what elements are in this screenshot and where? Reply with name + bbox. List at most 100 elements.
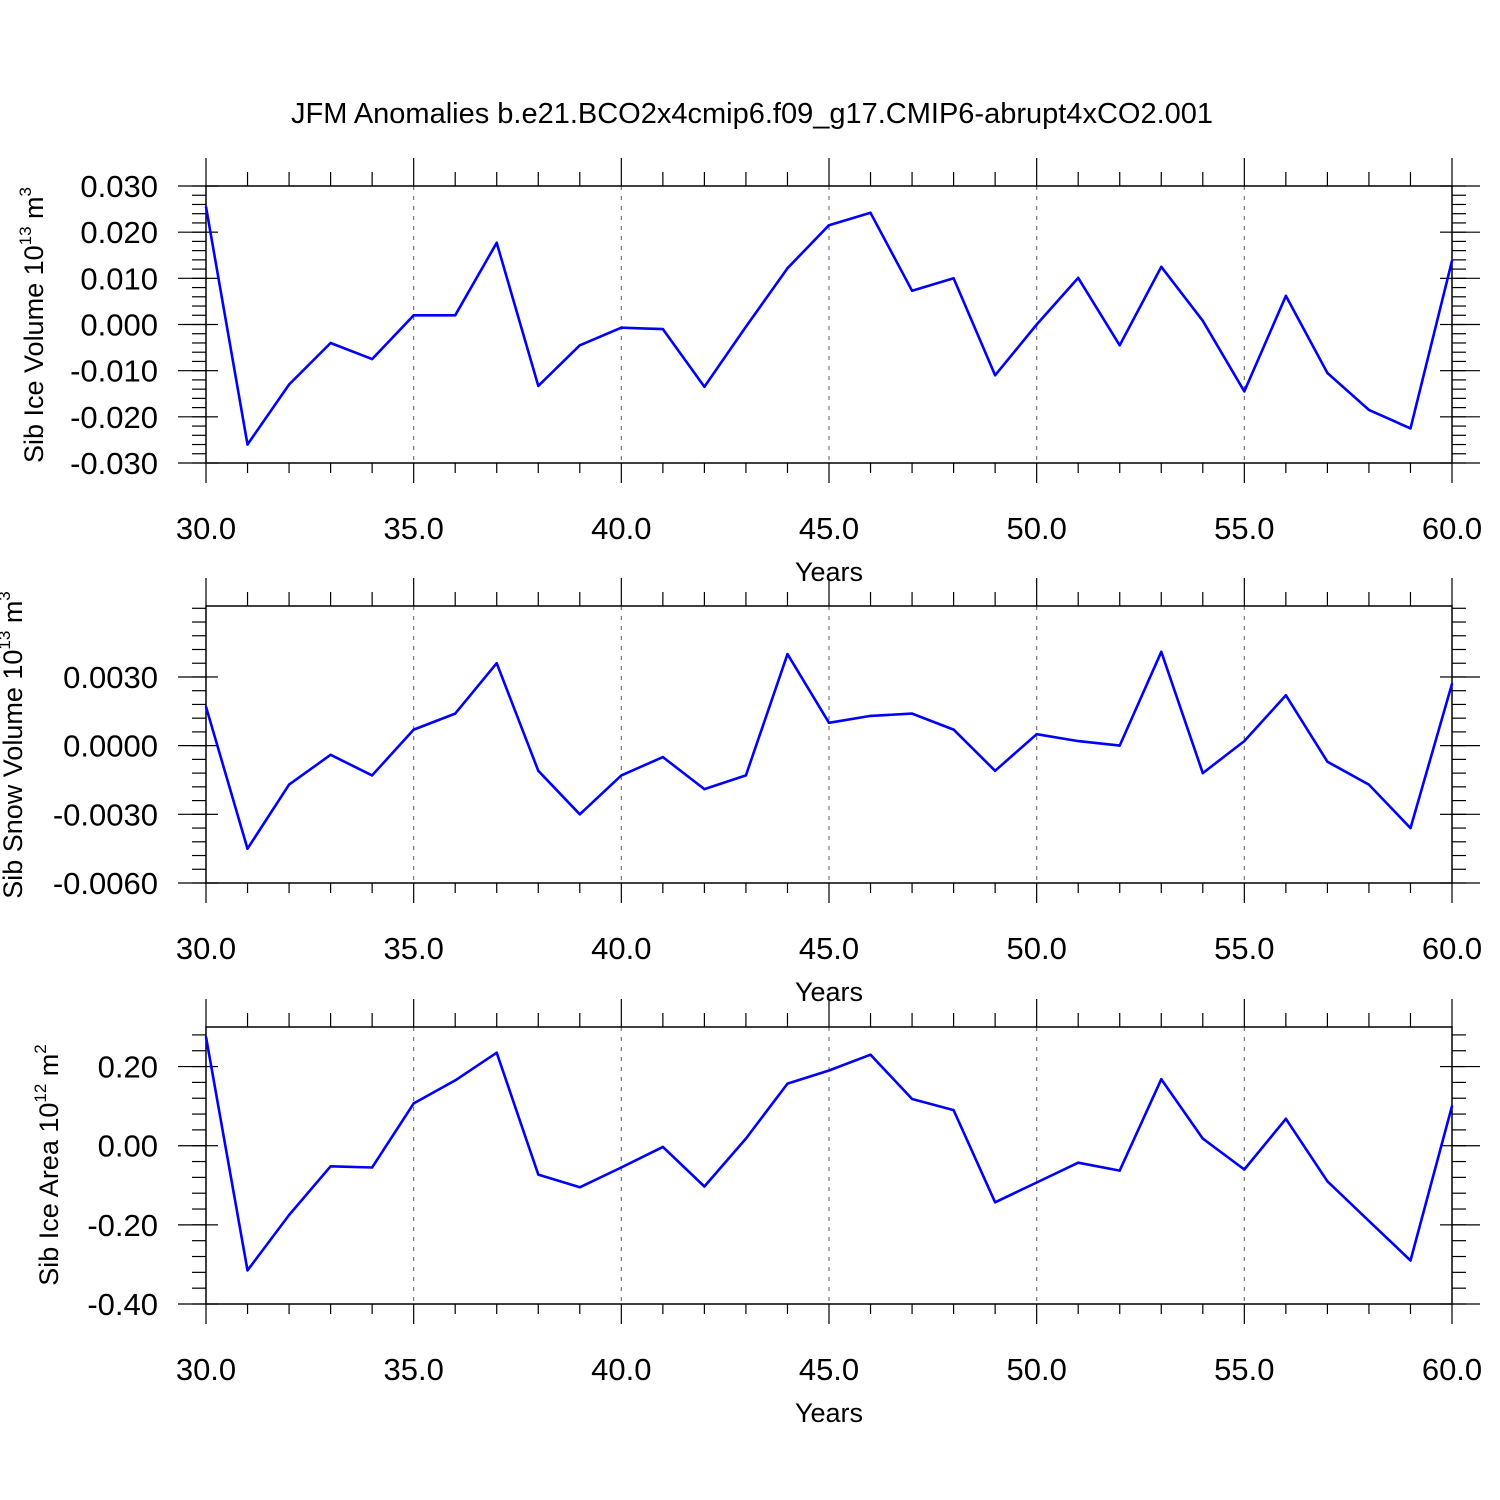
data-point: [786, 652, 789, 656]
data-point: [287, 1213, 291, 1217]
data-point: [412, 728, 415, 731]
x-tick-label: 60.0: [1422, 511, 1482, 546]
x-tick-label: 50.0: [1006, 1352, 1066, 1387]
data-point: [952, 1108, 955, 1112]
data-point: [1160, 650, 1163, 653]
data-point: [869, 1053, 872, 1056]
x-tick-label: 40.0: [591, 511, 651, 546]
data-point: [744, 774, 748, 777]
x-tick-label: 50.0: [1006, 931, 1066, 966]
y-axis-label-exponent: 13: [16, 226, 35, 245]
y-axis-label: Sib Ice Area 1012 m2: [31, 1044, 64, 1286]
y-axis-label-exponent: 12: [31, 1084, 50, 1103]
x-tick-label: 30.0: [176, 1352, 236, 1387]
y-tick-label: -0.0030: [53, 797, 158, 832]
data-point: [620, 326, 623, 329]
data-point: [1367, 1219, 1371, 1223]
x-tick-label: 55.0: [1214, 511, 1274, 546]
data-point: [1243, 739, 1246, 743]
data-point: [1160, 1078, 1163, 1081]
x-tick-label: 35.0: [383, 511, 443, 546]
data-point: [744, 1137, 748, 1140]
data-point: [910, 289, 914, 292]
data-point: [661, 1145, 665, 1149]
data-point: [786, 1082, 789, 1085]
data-point: [620, 774, 623, 777]
y-tick-label: -0.010: [70, 354, 158, 389]
data-point: [287, 383, 291, 386]
data-point: [495, 1051, 498, 1054]
x-tick-label: 45.0: [799, 931, 859, 966]
data-point: [1367, 783, 1371, 786]
data-point: [952, 728, 955, 731]
data-point: [1035, 323, 1038, 326]
data-point: [537, 769, 540, 773]
y-tick-label: -0.020: [70, 400, 158, 435]
y-tick-label: 0.0000: [63, 729, 158, 764]
data-point: [1243, 390, 1246, 393]
data-point: [1077, 739, 1080, 743]
data-point: [1450, 259, 1454, 262]
data-point: [370, 774, 374, 777]
data-point: [1367, 408, 1371, 412]
y-tick-label: 0.010: [80, 261, 158, 296]
y-axis-label: Sib Ice Volume 1013 m3: [16, 187, 49, 463]
y-axis-label-unit-exponent: 2: [31, 1044, 50, 1053]
y-tick-label: -0.20: [87, 1208, 158, 1243]
data-point: [993, 374, 997, 377]
data-point: [495, 241, 498, 244]
data-point: [454, 1079, 457, 1082]
data-point: [1284, 694, 1288, 697]
y-tick-label: 0.030: [80, 169, 158, 204]
data-point: [827, 721, 831, 724]
y-tick-label: 0.0030: [63, 660, 158, 695]
x-tick-label: 35.0: [383, 931, 443, 966]
data-point: [869, 714, 872, 718]
data-point: [1118, 344, 1121, 347]
data-point: [204, 205, 208, 208]
x-tick-label: 55.0: [1214, 931, 1274, 966]
data-point: [1160, 265, 1163, 268]
data-point: [661, 327, 665, 331]
data-point: [1326, 1180, 1329, 1183]
y-axis-label-exponent: 13: [0, 631, 14, 650]
data-point: [827, 1069, 831, 1072]
y-axis-label-unit: m: [19, 196, 49, 226]
data-point: [412, 314, 415, 317]
data-point: [786, 266, 789, 270]
x-tick-label: 55.0: [1214, 1352, 1274, 1387]
panel-2: -0.0060 -0.0030 0.0000 0.0030 30.0 35.0 40.0 45…: [0, 578, 1482, 1007]
data-point: [329, 753, 332, 757]
panel-1: -0.030 -0.020 -0.010 0.000 0.010 0.020 0.030 30…: [16, 158, 1482, 587]
data-point: [495, 662, 498, 665]
x-tick-label: 45.0: [799, 511, 859, 546]
x-tick-label: 40.0: [591, 931, 651, 966]
data-point: [661, 755, 665, 759]
data-point: [1201, 1137, 1205, 1140]
data-point: [370, 1166, 374, 1169]
data-point: [329, 1165, 332, 1168]
data-point: [204, 1035, 208, 1039]
data-point: [204, 705, 208, 708]
data-point: [1409, 1259, 1412, 1262]
data-point: [1326, 371, 1329, 375]
data-point: [1118, 744, 1121, 747]
data-point: [827, 224, 831, 227]
data-point: [703, 385, 706, 389]
data-point: [1284, 1117, 1288, 1121]
data-point: [329, 341, 332, 345]
y-axis-label: Sib Snow Volume 1013 m3: [0, 591, 28, 899]
data-point: [1450, 682, 1454, 686]
x-tick-label: 30.0: [176, 931, 236, 966]
data-point: [537, 384, 540, 388]
x-tick-label: 40.0: [591, 1352, 651, 1387]
y-axis-label-unit-exponent: 3: [0, 591, 14, 600]
x-axis-label: Years: [795, 1398, 863, 1428]
data-point: [1035, 732, 1038, 736]
figure-title: JFM Anomalies b.e21.BCO2x4cmip6.f09_g17.…: [291, 98, 1213, 130]
y-axis-label-text: Sib Snow Volume 10: [0, 650, 28, 899]
y-axis-label-unit: m: [0, 601, 28, 631]
data-point: [454, 712, 457, 715]
y-tick-label: 0.000: [80, 308, 158, 343]
